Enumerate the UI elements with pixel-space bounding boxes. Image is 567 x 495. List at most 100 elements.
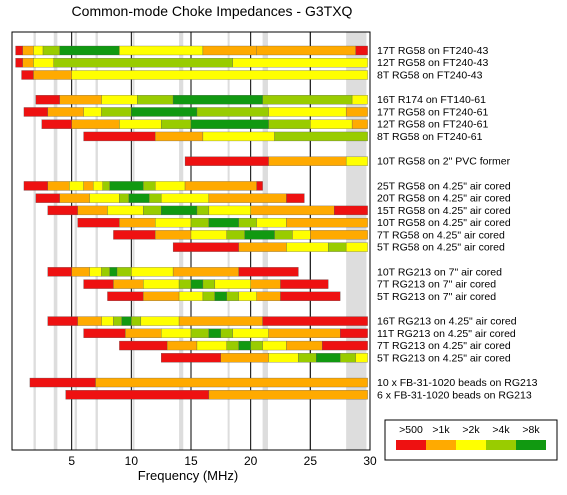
bar-segment-12-2 [190, 230, 227, 240]
bar-segment-10-0 [47, 205, 78, 216]
bar-segment-12-5 [274, 230, 293, 240]
x-tick-label-15: 15 [184, 454, 198, 468]
bar-row-12 [113, 230, 368, 240]
bar-segment-4-0 [23, 107, 48, 117]
bar-segment-19-6 [262, 340, 287, 351]
bar-row-19 [119, 340, 368, 351]
bar-segment-8-10 [256, 181, 263, 191]
bar-segment-3-6 [351, 95, 368, 105]
bar-segment-5-4 [190, 119, 269, 129]
bar-segment-8-2 [69, 181, 84, 191]
row-label-0: 17T RG58 on FT240-43 [377, 45, 488, 57]
bar-segment-13-4 [345, 242, 368, 252]
bar-segment-12-0 [113, 230, 156, 240]
bar-segment-1-0 [15, 58, 23, 68]
bar-segment-10-3 [143, 205, 162, 216]
bar-segment-3-2 [101, 95, 138, 105]
bar-segment-9-1 [59, 193, 90, 203]
bar-segment-13-1 [238, 242, 287, 252]
band-shade-5 [179, 32, 184, 450]
bar-segment-18-6 [232, 328, 269, 338]
bar-segment-15-0 [83, 279, 114, 289]
bar-segment-21-0 [29, 377, 96, 388]
bar-segment-18-2 [161, 328, 192, 338]
bar-segment-1-4 [232, 58, 368, 68]
bar-segment-11-0 [77, 217, 120, 228]
bar-segment-0-8 [355, 45, 368, 56]
bar-segment-4-1 [47, 107, 84, 117]
legend-swatch-4 [516, 440, 546, 450]
bar-segment-17-3 [113, 316, 122, 326]
bar-segment-18-0 [83, 328, 126, 338]
bar-segment-9-8 [286, 193, 305, 203]
bar-segment-14-8 [238, 267, 299, 277]
bar-segment-5-3 [161, 119, 192, 129]
bar-segment-13-0 [172, 242, 239, 252]
bar-segment-10-7 [250, 205, 335, 216]
bar-segment-20-1 [220, 353, 269, 363]
bar-row-1 [15, 58, 368, 68]
bar-segment-14-4 [109, 267, 118, 277]
bar-segment-14-3 [101, 267, 111, 277]
bar-row-13 [172, 242, 368, 252]
bar-segment-1-1 [22, 58, 34, 68]
bar-segment-8-9 [184, 181, 257, 191]
bar-segment-12-4 [244, 230, 275, 240]
bar-segment-17-0 [47, 316, 78, 326]
row-label-17: 16T RG213 on 4.25" air cored [377, 316, 517, 328]
bar-segment-14-2 [89, 267, 102, 277]
bar-segment-17-8 [262, 316, 368, 326]
bar-segment-3-4 [172, 95, 263, 105]
bar-segment-10-5 [196, 205, 210, 216]
bar-segment-10-6 [208, 205, 251, 216]
bar-segment-8-3 [83, 181, 94, 191]
bar-segment-20-0 [161, 353, 221, 363]
x-tick-labels: 5 10 15 20 25 30 [68, 454, 377, 468]
bar-segment-15-4 [190, 279, 204, 289]
bar-row-17 [47, 316, 368, 326]
bar-segment-9-6 [161, 193, 210, 203]
band-shade-9 [346, 32, 367, 450]
bar-segment-20-2 [268, 353, 299, 363]
grid-layer [71, 32, 311, 450]
bar-segment-5-2 [119, 119, 162, 129]
bar-segment-16-8 [280, 291, 341, 301]
bar-segment-3-5 [262, 95, 353, 105]
bar-segment-5-1 [71, 119, 120, 129]
bar-segment-18-4 [208, 328, 221, 338]
bar-segment-2-1 [33, 70, 72, 80]
bar-segment-4-7 [345, 107, 368, 117]
bar-row-3 [35, 95, 368, 105]
legend-swatch-2 [456, 440, 486, 450]
row-label-15: 7T RG213 on 7" air cored [377, 279, 496, 291]
bar-segment-16-5 [226, 291, 239, 301]
bar-segment-15-5 [202, 279, 216, 289]
row-label-13: 5T RG58 on 4.25" air cored [377, 242, 505, 254]
bar-segment-11-5 [238, 217, 257, 228]
bar-segment-15-6 [214, 279, 251, 289]
row-label-11: 10T RG58 on 4.25" air cored [377, 217, 511, 229]
bar-row-20 [161, 353, 368, 363]
bar-segment-19-5 [250, 340, 263, 351]
bar-segment-1-2 [33, 58, 54, 68]
bar-segment-8-1 [47, 181, 70, 191]
bar-row-10 [47, 205, 368, 216]
bar-segment-13-2 [286, 242, 329, 252]
x-tick-label-5: 5 [68, 454, 75, 468]
bar-segment-14-7 [172, 267, 239, 277]
legend-swatch-0 [396, 440, 426, 450]
bar-segment-17-7 [178, 316, 263, 326]
bar-segment-20-6 [355, 353, 368, 363]
bar-segment-19-8 [322, 340, 368, 351]
bar-segment-4-2 [83, 107, 102, 117]
row-label-6: 8T RG58 on FT240-61 [377, 131, 483, 143]
bar-row-2 [21, 70, 368, 80]
legend: >500 >1k >2k >4k >8k [384, 419, 558, 461]
legend-label-2: >2k [462, 424, 480, 436]
row-label-5: 12T RG58 on FT240-61 [377, 119, 488, 131]
bar-segment-7-0 [184, 156, 269, 166]
row-label-9: 20T RG58 on 4.25" air cored [377, 193, 511, 205]
bar-segment-5-0 [41, 119, 72, 129]
